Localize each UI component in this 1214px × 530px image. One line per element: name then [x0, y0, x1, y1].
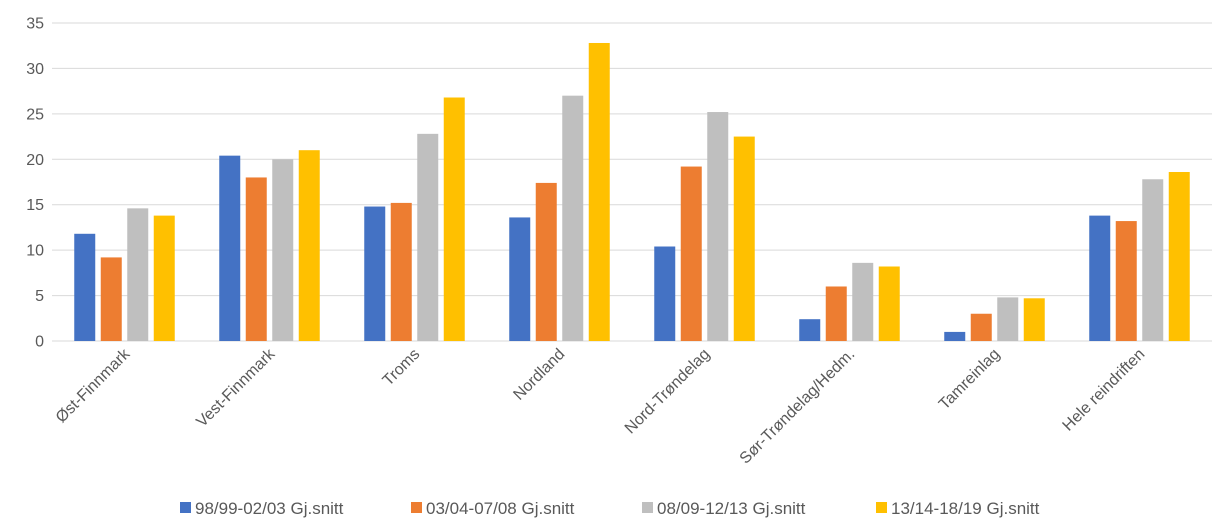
bar [272, 159, 294, 341]
legend-swatch [642, 502, 653, 513]
bar [562, 95, 584, 341]
legend-label: 13/14-18/19 Gj.snitt [891, 499, 1040, 518]
bar [997, 297, 1019, 341]
y-tick-label: 30 [26, 61, 44, 78]
y-tick-label: 5 [35, 288, 44, 305]
bar [509, 217, 531, 341]
legend-label: 08/09-12/13 Gj.snitt [657, 499, 806, 518]
bar [535, 182, 557, 341]
legend-label: 03/04-07/08 Gj.snitt [426, 499, 575, 518]
bar [364, 206, 386, 341]
bar [298, 150, 320, 341]
bar [74, 233, 96, 341]
bars [74, 42, 1190, 341]
y-tick-label: 10 [26, 243, 44, 260]
x-tick-label: Nord-Trøndelag [622, 346, 713, 437]
bar [443, 97, 465, 341]
y-tick-label: 25 [26, 106, 44, 123]
bar [680, 166, 702, 341]
bar [654, 246, 676, 341]
bar [1168, 172, 1190, 341]
bar [417, 133, 439, 341]
bar [219, 155, 241, 341]
bar [588, 42, 610, 341]
legend-label: 98/99-02/03 Gj.snitt [195, 499, 344, 518]
bar [733, 136, 755, 341]
y-tick-label: 0 [35, 334, 44, 351]
x-tick-label: Sør-Trøndelag/Hedm. [737, 346, 859, 468]
y-tick-label: 15 [26, 197, 44, 214]
bar [799, 319, 821, 341]
x-tick-label: Øst-Finnmark [53, 345, 134, 426]
bar [707, 112, 729, 341]
bar [878, 266, 900, 341]
legend-swatch [180, 502, 191, 513]
bar [1023, 298, 1045, 341]
bar [825, 286, 847, 341]
bar [100, 257, 122, 341]
x-tick-label: Hele reindriften [1060, 346, 1149, 435]
x-tick-label: Tamreinlag [936, 346, 1003, 413]
legend-swatch [411, 502, 422, 513]
bar [944, 331, 966, 341]
legend-swatch [876, 502, 887, 513]
y-tick-label: 20 [26, 152, 44, 169]
bar [970, 313, 992, 341]
bar [1115, 221, 1137, 341]
bar [852, 262, 874, 341]
bar [245, 177, 267, 341]
bar [127, 208, 149, 341]
bar [390, 202, 412, 341]
bar [1142, 179, 1164, 341]
x-tick-label: Vest-Finnmark [193, 345, 279, 431]
gridlines [52, 22, 1212, 342]
x-tick-label: Troms [380, 346, 424, 390]
y-tick-label: 35 [26, 16, 44, 33]
x-tick-label: Nordland [510, 346, 568, 404]
y-axis-tick-labels: 0 5 10 15 20 25 30 35 [26, 16, 44, 351]
x-axis-tick-labels: Øst-Finnmark Vest-Finnmark Troms Nordland No… [53, 345, 1149, 467]
bar [153, 215, 175, 341]
bar [1089, 215, 1111, 341]
legend: 98/99-02/03 Gj.snitt 03/04-07/08 Gj.snitt… [180, 499, 1040, 518]
